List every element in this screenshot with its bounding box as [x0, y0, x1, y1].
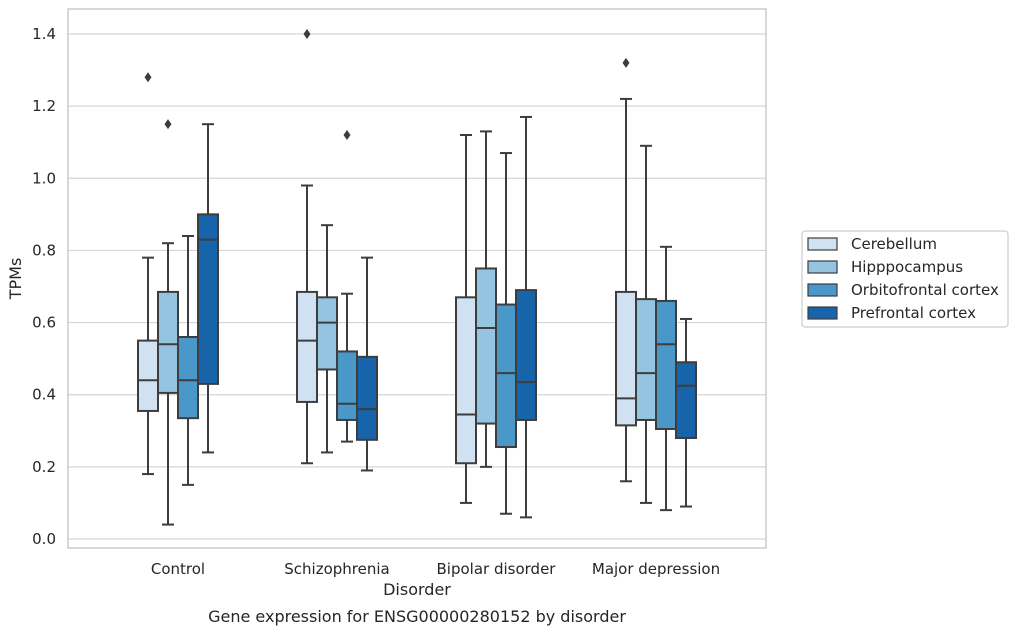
outlier-point: [303, 29, 311, 39]
box-prefrontal-cortex: [356, 256, 378, 472]
box-body: [197, 213, 219, 385]
plot-frame: [67, 8, 767, 549]
box-body: [475, 267, 497, 425]
legend-swatch: [807, 306, 838, 320]
y-axis-label: TPMs: [6, 258, 25, 301]
box-cerebellum: [296, 29, 318, 465]
legend-label: Hipppocampus: [851, 258, 963, 276]
x-tick-label: Major depression: [592, 560, 720, 578]
y-axis-ticks: 0.0 0.2 0.4 0.6 0.8 1.0 1.2 1.4: [32, 25, 56, 548]
y-tick-label: 0.6: [32, 314, 56, 332]
legend-label: Cerebellum: [851, 235, 937, 253]
x-axis-label: Disorder: [383, 580, 451, 599]
y-tick-label: 1.4: [32, 25, 56, 43]
box-body: [495, 303, 517, 449]
y-tick-label: 1.0: [32, 169, 56, 187]
box-body: [455, 296, 477, 465]
legend-swatch: [807, 237, 838, 251]
box-body: [157, 290, 179, 394]
box-cerebellum: [455, 134, 477, 504]
legend: Cerebellum Hipppocampus Orbitofrontal cort…: [801, 230, 1009, 328]
box-body: [137, 339, 159, 412]
outlier-point: [164, 119, 172, 130]
box-hipppocampus: [157, 119, 179, 526]
legend-frame: [801, 230, 1009, 328]
y-tick-label: 0.2: [32, 458, 56, 476]
grid-lines: [68, 33, 766, 540]
legend-swatch: [807, 260, 838, 274]
box-body: [515, 289, 537, 421]
box-body: [296, 290, 318, 403]
box-orbitofrontal-cortex: [655, 245, 677, 512]
y-tick-label: 1.2: [32, 97, 56, 115]
y-tick-label: 0.4: [32, 386, 56, 404]
box-body: [336, 350, 358, 421]
box-cerebellum: [615, 57, 637, 483]
box-hipppocampus: [475, 130, 497, 468]
box-prefrontal-cortex: [675, 317, 697, 508]
boxes: [137, 29, 697, 526]
box-body: [615, 290, 637, 427]
box-prefrontal-cortex: [515, 115, 537, 519]
legend-label: Orbitofrontal cortex: [851, 281, 999, 299]
y-tick-label: 0.0: [32, 530, 56, 548]
x-axis-ticks: Control Schizophrenia Bipolar disorder Majo…: [151, 560, 720, 578]
x-tick-label: Control: [151, 560, 205, 578]
box-hipppocampus: [316, 224, 338, 454]
legend-swatch: [807, 283, 838, 297]
box-body: [655, 299, 677, 430]
box-cerebellum: [137, 72, 159, 476]
box-body: [675, 361, 697, 439]
box-body: [316, 296, 338, 371]
box-body: [177, 336, 199, 420]
x-tick-label: Bipolar disorder: [437, 560, 557, 578]
outlier-point: [343, 130, 351, 140]
outlier-point: [144, 72, 152, 83]
box-prefrontal-cortex: [197, 123, 219, 454]
box-orbitofrontal-cortex: [177, 235, 199, 486]
box-orbitofrontal-cortex: [495, 152, 517, 515]
box-body: [635, 298, 657, 421]
y-tick-label: 0.8: [32, 241, 56, 259]
box-orbitofrontal-cortex: [336, 130, 358, 443]
x-tick-label: Schizophrenia: [284, 560, 389, 578]
legend-label: Prefrontal cortex: [851, 304, 976, 322]
outlier-point: [622, 57, 630, 68]
chart-caption: Gene expression for ENSG00000280152 by d…: [208, 607, 626, 626]
box-body: [356, 355, 378, 441]
box-hipppocampus: [635, 144, 657, 504]
